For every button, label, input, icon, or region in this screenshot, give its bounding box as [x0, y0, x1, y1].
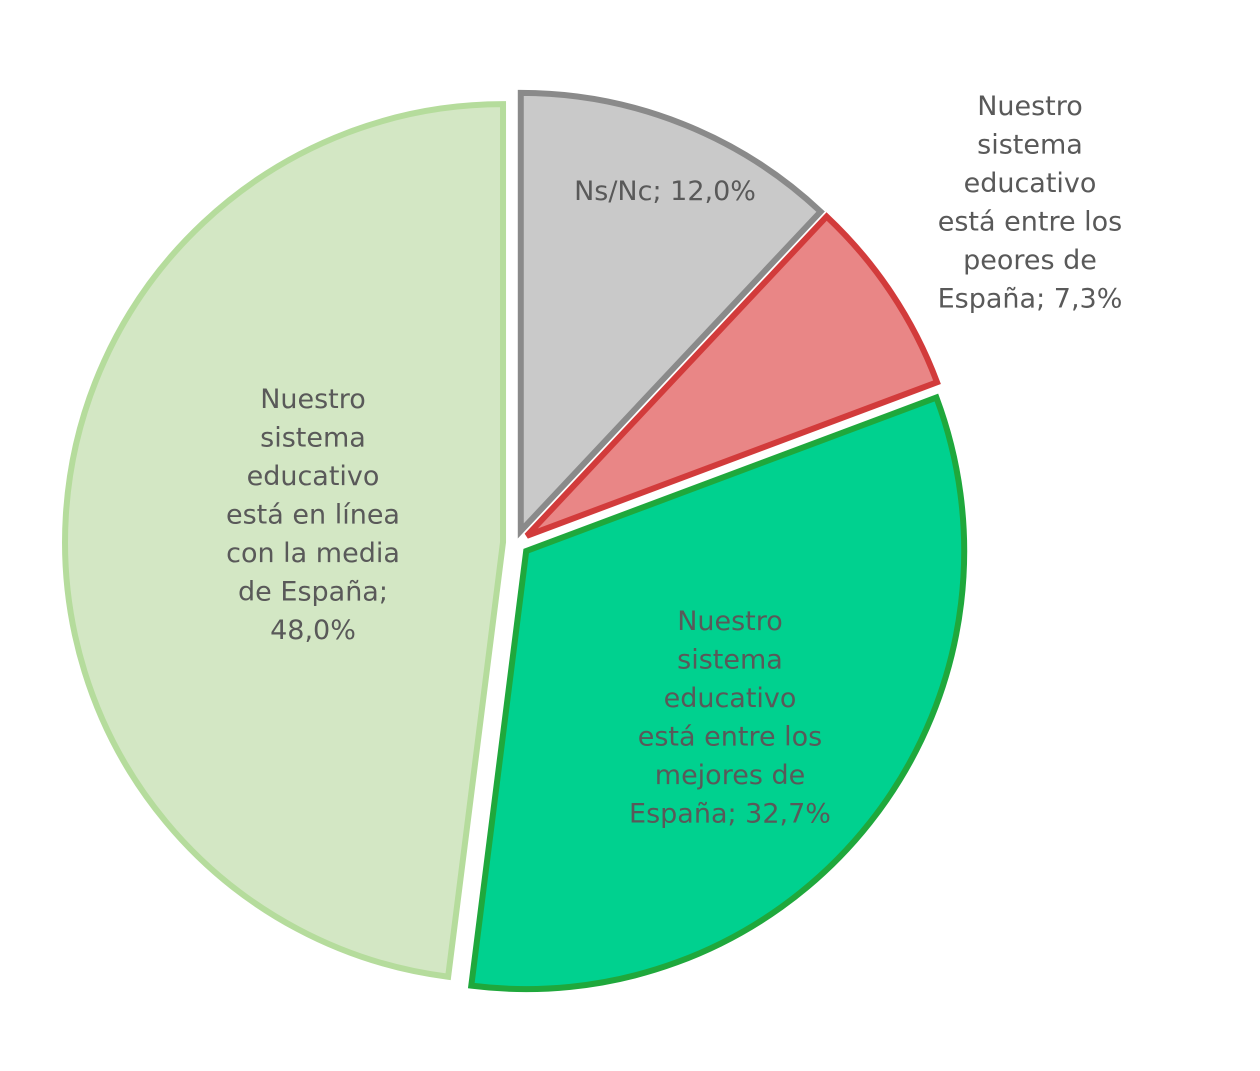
label-line: de España;: [238, 577, 388, 608]
label-line: está en línea: [226, 500, 400, 531]
slice-data-label: Ns/Nc; 12,0%: [574, 176, 756, 207]
label-line: sistema: [260, 423, 366, 454]
label-line: está entre los: [938, 207, 1123, 238]
label-line: sistema: [977, 130, 1083, 161]
label-line: mejores de: [655, 760, 805, 791]
label-line: educativo: [664, 683, 797, 714]
label-line: Nuestro: [677, 606, 783, 637]
label-line: educativo: [964, 168, 1097, 199]
label-line: con la media: [226, 538, 400, 569]
label-line: España; 7,3%: [938, 284, 1123, 315]
slice-data-label: Nuestro sistema educativo está en línea con …: [226, 384, 400, 646]
pie-slice: [524, 212, 941, 539]
slice-data-label: Nuestro sistema educativo está entre los mej…: [629, 606, 831, 830]
label-line: 48,0%: [270, 615, 356, 646]
pie-slice: [467, 393, 968, 993]
label-line: sistema: [677, 645, 783, 676]
label-line: Nuestro: [260, 384, 366, 415]
label-line: peores de: [963, 245, 1097, 276]
label-line: Nuestro: [977, 91, 1083, 122]
label-line: está entre los: [638, 722, 823, 753]
label-line: España; 32,7%: [629, 799, 831, 830]
pie-slice: [62, 101, 507, 981]
pie-slice: [517, 89, 825, 539]
label-line: educativo: [247, 461, 380, 492]
slice-data-label: Nuestro sistema educativo está entre los peo…: [938, 91, 1123, 315]
label-line: Ns/Nc; 12,0%: [574, 176, 756, 207]
